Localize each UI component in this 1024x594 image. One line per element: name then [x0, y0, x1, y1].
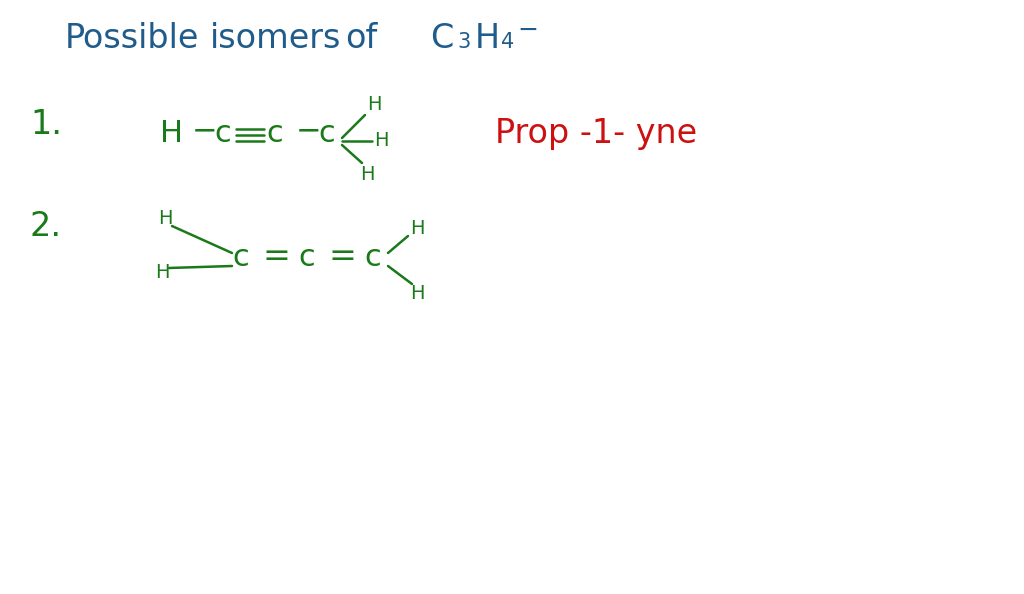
Text: c: c — [364, 244, 381, 273]
Text: Possible: Possible — [65, 22, 200, 55]
Text: =: = — [328, 239, 356, 273]
Text: 3: 3 — [457, 32, 470, 52]
Text: H: H — [410, 219, 425, 238]
Text: H: H — [360, 165, 375, 184]
Text: c: c — [232, 244, 249, 273]
Text: H: H — [158, 208, 172, 228]
Text: 4: 4 — [501, 32, 514, 52]
Text: =: = — [262, 239, 290, 273]
Text: −: − — [193, 116, 217, 146]
Text: H: H — [367, 96, 382, 115]
Text: isomers: isomers — [210, 22, 341, 55]
Text: H: H — [475, 22, 500, 55]
Text: H: H — [374, 131, 388, 150]
Text: Prop -1- yne: Prop -1- yne — [495, 116, 697, 150]
Text: c: c — [318, 118, 335, 147]
Text: 2.: 2. — [30, 210, 62, 243]
Text: −: − — [517, 18, 538, 42]
Text: of: of — [345, 22, 377, 55]
Text: c: c — [298, 244, 314, 273]
Text: H: H — [410, 284, 425, 303]
Text: 1.: 1. — [30, 108, 62, 141]
Text: H: H — [155, 263, 170, 282]
Text: −: − — [296, 116, 322, 146]
Text: c: c — [266, 118, 283, 147]
Text: c: c — [214, 118, 230, 147]
Text: C: C — [430, 22, 454, 55]
Text: H: H — [160, 118, 183, 147]
